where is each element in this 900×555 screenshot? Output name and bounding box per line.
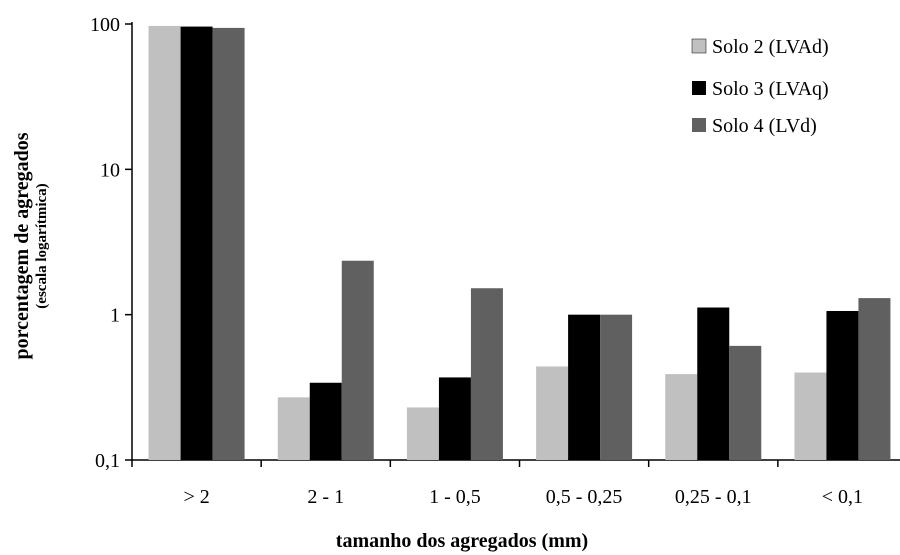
legend-label-solo-2: Solo 2 (LVAd) [712,36,829,58]
bar [406,407,439,460]
y-tick-label: 0,1 [95,450,120,472]
bar [309,382,342,460]
y-tick-label: 1 [110,305,120,327]
bar [665,374,698,460]
x-ticks: > 2 2 - 1 1 - 0,5 0,5 - 0,25 0,25 - 0,1 < 0,1 [131,460,863,508]
x-axis-title: tamanho dos agregados (mm) [336,530,588,552]
x-tick-label: 0,5 - 0,25 [546,486,623,508]
bar [180,26,213,461]
bar [858,298,891,460]
legend-swatch-solo-3 [692,81,706,95]
y-ticks: 0,1 1 10 100 [90,14,132,472]
legend-swatch-solo-2 [691,38,707,54]
bar [470,288,503,460]
legend-swatch-solo-4 [692,118,706,132]
bar [212,27,245,460]
bar [794,372,827,460]
bar [148,25,181,460]
x-tick-label: < 0,1 [822,486,863,508]
legend-label-solo-3: Solo 3 (LVAq) [712,78,829,100]
bars [148,25,891,461]
x-tick-label: 0,25 - 0,1 [675,486,752,508]
bar [697,307,730,460]
bar [536,366,569,460]
x-tick-label: 2 - 1 [307,486,344,508]
y-tick-label: 10 [100,159,120,181]
bar [600,314,633,460]
legend: Solo 2 (LVAd) Solo 3 (LVAq) Solo 4 (LVd) [691,36,829,137]
bar [438,377,471,460]
x-tick-label: > 2 [183,486,209,508]
y-axis-title: porcentagem de agregados [11,132,33,359]
bar [729,345,762,460]
bar [341,260,374,460]
y-axis-subtitle: (escala logarítmica) [34,183,50,308]
bar [568,314,601,460]
y-tick-label: 100 [90,14,120,36]
x-tick-label: 1 - 0,5 [429,486,481,508]
legend-label-solo-4: Solo 4 (LVd) [712,115,817,137]
bar [826,310,859,460]
bar [277,397,310,460]
